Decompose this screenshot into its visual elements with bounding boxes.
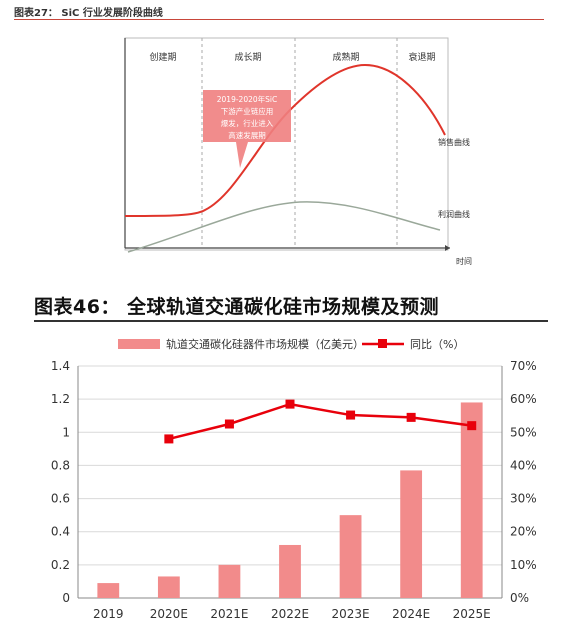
profit-curve-label: 利润曲线	[438, 209, 470, 219]
y-left-tick-label: 1	[62, 425, 70, 439]
y-left-tick-label: 0.4	[51, 525, 70, 539]
y-right-tick-label: 60%	[510, 392, 537, 406]
y-left-tick-label: 0	[62, 591, 70, 605]
bar-2020E	[157, 576, 180, 598]
yoy-point-2020E	[164, 434, 174, 444]
yoy-line	[168, 402, 472, 441]
x-tick-label: 2025E	[453, 607, 491, 621]
x-axis-arrow	[445, 245, 450, 251]
x-tick-label: 2023E	[332, 607, 370, 621]
x-tick-label: 2022E	[271, 607, 309, 621]
yoy-point-2021E	[224, 419, 234, 429]
y-left-tick-label: 0.6	[51, 492, 70, 506]
x-tick-label: 2024E	[392, 607, 430, 621]
figure2-title-rule	[34, 320, 548, 322]
x-tick-label: 2019	[93, 607, 124, 621]
callout-box	[203, 90, 291, 168]
sales-curve-label: 销售曲线	[438, 137, 470, 147]
y-right-tick-label: 40%	[510, 458, 537, 472]
x-axis-label: 时间	[456, 256, 472, 266]
y-left-tick-label: 0.2	[51, 558, 70, 572]
yoy-point-2023E	[346, 410, 356, 420]
y-left-tick-label: 0.8	[51, 458, 70, 472]
stage-label-growth: 成长期	[234, 51, 261, 63]
chart-legend: 轨道交通碳化硅器件市场规模（亿美元） 同比（%）	[118, 337, 464, 351]
y-right-tick-label: 20%	[510, 525, 537, 539]
bar-2024E	[400, 470, 423, 598]
profit-curve	[127, 201, 441, 253]
y-left-tick-label: 1.4	[51, 359, 70, 373]
yoy-point-2022E	[285, 399, 295, 409]
stage-label-decline: 衰退期	[408, 51, 435, 63]
figure1-title: 图表27： SiC 行业发展阶段曲线	[14, 8, 163, 19]
lifecycle-diagram: 创建期 成长期 成熟期 衰退期 2019-2020年SiC 下游产业链应用 爆发…	[124, 37, 472, 266]
legend-label-line: 同比（%）	[410, 338, 464, 351]
callout-line-2: 下游产业链应用	[221, 106, 274, 116]
yoy-point-2025E	[467, 421, 477, 431]
y-right-tick-label: 50%	[510, 425, 537, 439]
callout-line-1: 2019-2020年SiC	[217, 94, 277, 104]
stage-label-startup: 创建期	[149, 51, 176, 63]
legend-marker-line	[378, 339, 387, 348]
legend-label-bar: 轨道交通碳化硅器件市场规模（亿美元）	[166, 337, 364, 351]
y-right-tick-label: 10%	[510, 558, 537, 572]
callout-line-4: 高速发展期	[228, 130, 266, 140]
figure1-title-rule	[14, 19, 544, 20]
y-right-tick-label: 30%	[510, 492, 537, 506]
legend-swatch-bar	[118, 339, 160, 349]
bar-2022E	[279, 544, 301, 598]
callout-line-3: 爆发，行业进入	[221, 118, 274, 128]
bar-2025E	[460, 402, 483, 598]
x-tick-label: 2020E	[150, 607, 188, 621]
y-right-tick-label: 0%	[510, 591, 529, 605]
bar-2021E	[218, 564, 241, 598]
market-size-chart: 轨道交通碳化硅器件市场规模（亿美元） 同比（%） 0 0.2 0.4 0.6 0.8 1 1.…	[51, 337, 537, 621]
figure2-title: 图表46： 全球轨道交通碳化硅市场规模及预测	[34, 296, 440, 318]
stage-label-mature: 成熟期	[332, 51, 359, 63]
x-tick-label: 2021E	[210, 607, 248, 621]
bar-2023E	[339, 515, 362, 598]
y-right-tick-label: 70%	[510, 359, 537, 373]
yoy-point-2024E	[406, 412, 416, 422]
y-left-tick-label: 1.2	[51, 392, 70, 406]
bar-2019	[97, 583, 120, 598]
